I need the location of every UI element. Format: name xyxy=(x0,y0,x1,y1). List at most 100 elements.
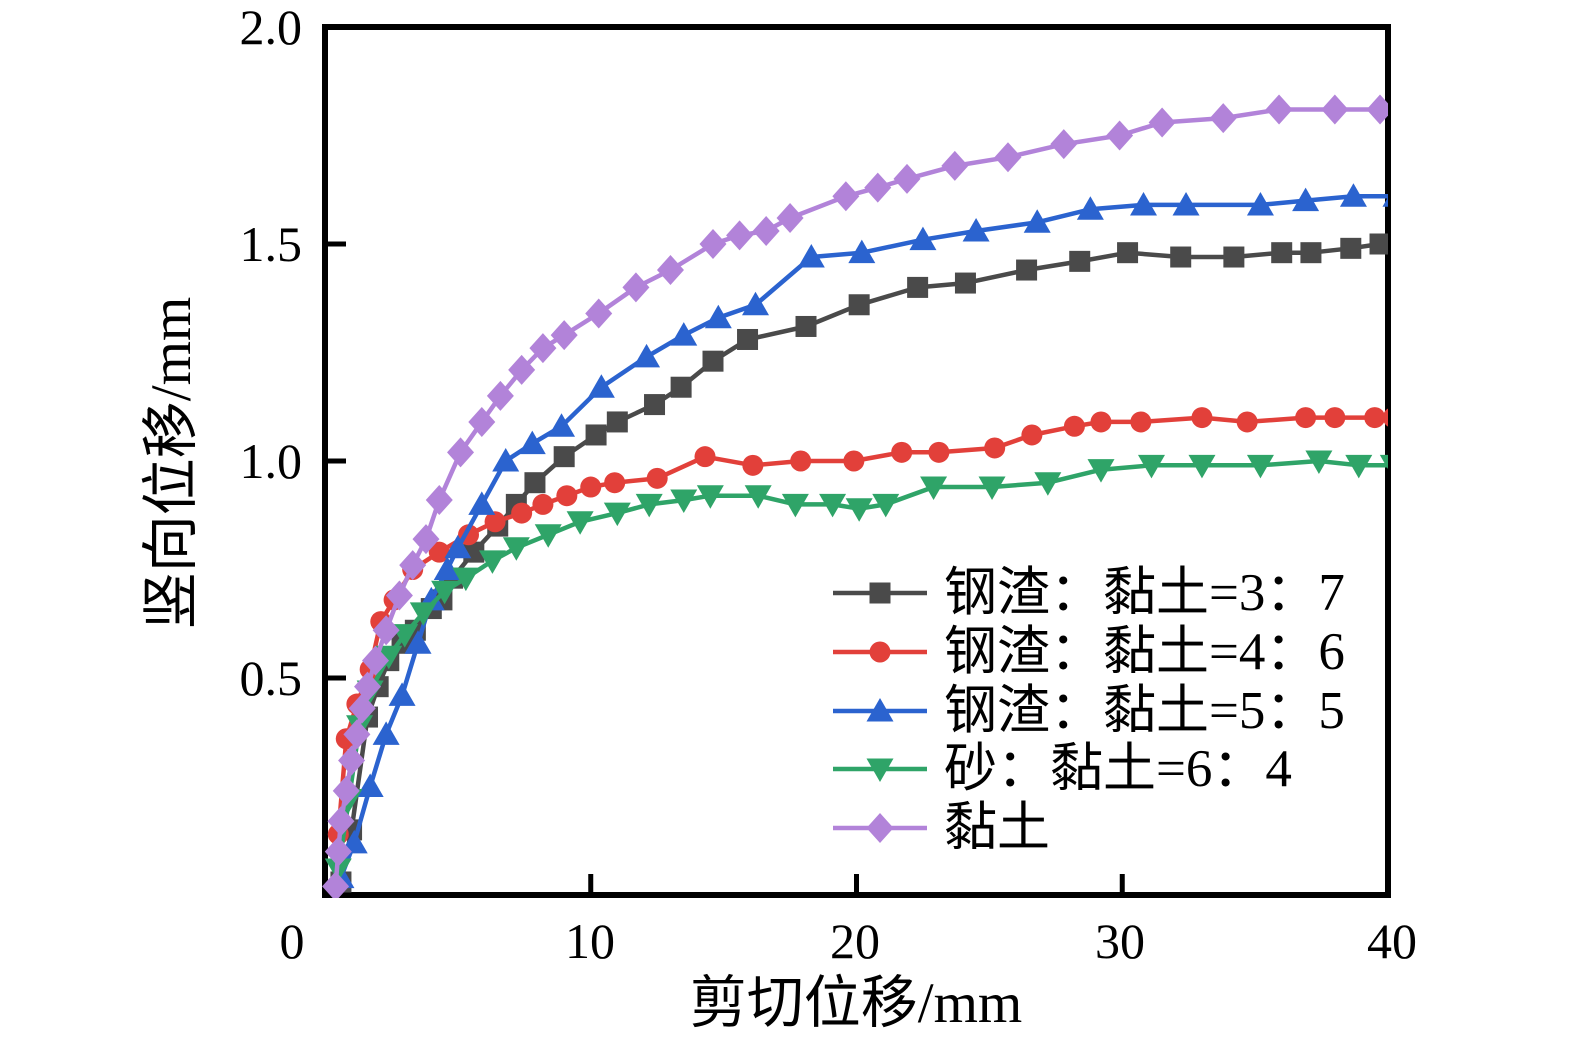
legend-item-4: 黏土 xyxy=(833,799,1050,857)
series-4-marker xyxy=(361,645,389,676)
series-3-marker xyxy=(819,493,847,518)
series-2-marker xyxy=(962,217,990,242)
series-4-marker xyxy=(1366,94,1388,125)
series-4-marker xyxy=(699,229,727,259)
series-0-marker xyxy=(524,472,546,494)
series-0-marker xyxy=(644,394,666,416)
y-tick-label-0-5: 0.5 xyxy=(240,650,303,706)
series-0-marker xyxy=(795,315,817,337)
series-4-marker xyxy=(447,437,475,468)
series-0-marker xyxy=(1016,259,1038,281)
series-4-marker xyxy=(1106,120,1134,151)
legend-item-1: 钢渣：黏土=4：6 xyxy=(833,623,1345,681)
series-3-marker xyxy=(1345,454,1373,479)
series-0-marker xyxy=(1340,237,1362,259)
series-1-marker xyxy=(843,450,865,472)
series-3-marker xyxy=(1137,454,1165,479)
series-3-marker xyxy=(978,476,1006,501)
series-2-marker xyxy=(1339,183,1367,207)
series-3-marker xyxy=(566,511,594,535)
y-tick-labels: 0.5 1.0 1.5 2.0 xyxy=(240,0,303,706)
series-4-marker xyxy=(1050,129,1078,160)
legend-item-0: 钢渣：黏土=3：7 xyxy=(833,564,1345,622)
series-1-marker xyxy=(1364,407,1386,429)
series-2-marker xyxy=(548,413,576,437)
series-3-marker xyxy=(1087,459,1115,483)
series-2-marker xyxy=(587,374,615,398)
series-0-marker xyxy=(702,350,724,372)
series-3-marker xyxy=(1379,454,1388,470)
series-1-marker xyxy=(928,441,950,463)
series-4-marker xyxy=(425,485,453,516)
series-2 xyxy=(327,183,1388,889)
series-4-marker xyxy=(385,580,413,611)
series-2-marker xyxy=(444,534,472,559)
x-tick-label-20: 20 xyxy=(830,913,880,969)
series-2-marker xyxy=(1172,191,1200,216)
series-0-marker xyxy=(1271,242,1293,264)
y-tick-label-1-0: 1.0 xyxy=(240,433,303,489)
series-2-marker xyxy=(909,226,937,251)
series-1-marker xyxy=(604,472,626,494)
series-0-marker xyxy=(1223,246,1245,268)
series-4-marker xyxy=(338,745,366,776)
series-2-marker xyxy=(388,682,416,706)
series-2-marker xyxy=(670,322,698,346)
series-3-marker xyxy=(1305,450,1333,474)
series-2-marker xyxy=(1382,197,1388,207)
series-0-marker xyxy=(553,446,575,468)
series-0-marker xyxy=(1170,246,1192,268)
axis-ticks xyxy=(325,241,1125,895)
series-3-marker xyxy=(478,550,506,574)
series-2-marker xyxy=(433,556,461,580)
series-1-marker xyxy=(1021,424,1043,446)
series-1-marker xyxy=(742,454,764,476)
series-1-marker xyxy=(694,446,716,468)
series-2-marker xyxy=(1076,196,1104,220)
series-2-marker xyxy=(704,304,732,329)
series-4-marker xyxy=(832,181,860,212)
legend-label-2: 钢渣：黏土=5：5 xyxy=(944,682,1345,740)
series-3-marker xyxy=(696,485,724,509)
series-3-marker xyxy=(670,489,698,514)
series-0-marker xyxy=(670,376,692,398)
series-2-marker xyxy=(468,491,496,515)
series-4-marker xyxy=(322,871,350,898)
series-2-marker xyxy=(633,343,661,368)
series-1-marker xyxy=(428,541,450,563)
x-tick-label-10: 10 xyxy=(565,913,615,969)
series-4-marker xyxy=(412,524,440,555)
series-3-marker xyxy=(431,580,459,605)
series-1-marker xyxy=(1090,411,1112,433)
series-2-marker xyxy=(518,430,546,455)
series-3-marker xyxy=(1246,454,1274,479)
series-4-marker xyxy=(752,215,780,246)
series-2-marker xyxy=(1292,187,1320,212)
legend-label-3: 砂：黏土=6：4 xyxy=(944,740,1292,798)
series-2-marker xyxy=(1023,209,1051,233)
series-2-marker xyxy=(404,630,432,654)
series-1-marker xyxy=(484,511,506,533)
series-3-marker xyxy=(872,493,900,518)
series-4-marker xyxy=(324,836,352,867)
legend-marker-diamond xyxy=(866,813,894,843)
series-0-marker xyxy=(1369,233,1388,255)
series-layer xyxy=(322,94,1388,898)
series-4-marker xyxy=(1209,103,1237,134)
series-0-marker xyxy=(1069,250,1091,272)
series-3-marker xyxy=(845,498,873,522)
series-4-marker xyxy=(468,406,496,437)
series-0-marker xyxy=(848,294,870,316)
legend-label-0: 钢渣：黏土=3：7 xyxy=(944,564,1345,622)
series-0-marker xyxy=(737,328,759,350)
series-0-marker xyxy=(606,411,628,433)
y-tick-label-1-5: 1.5 xyxy=(240,216,303,272)
series-3-marker xyxy=(1034,472,1062,496)
y-tick-label-2-0: 2.0 xyxy=(240,0,303,55)
series-2-marker xyxy=(356,773,384,797)
series-1-marker xyxy=(1130,411,1152,433)
series-1-marker xyxy=(1324,407,1346,429)
series-1-marker xyxy=(891,441,913,463)
